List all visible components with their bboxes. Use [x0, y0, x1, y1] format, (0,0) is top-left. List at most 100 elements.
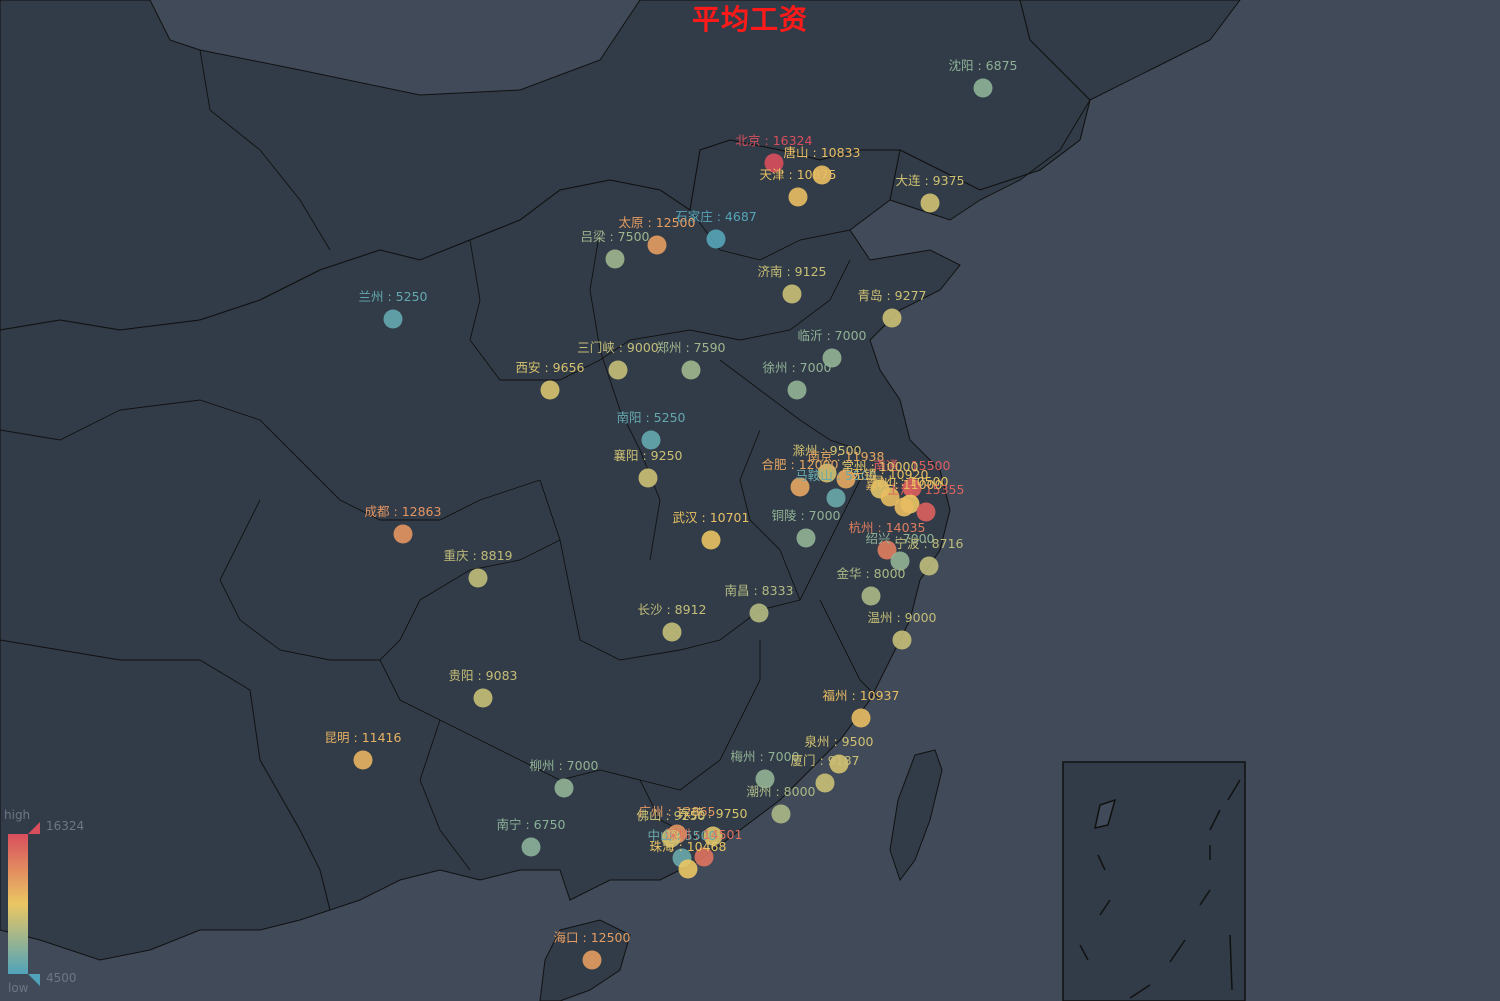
city-label-成都: 成都 : 12863 — [365, 504, 442, 519]
city-label-襄阳: 襄阳 : 9250 — [614, 448, 683, 463]
city-label-武汉: 武汉 : 10701 — [673, 510, 750, 525]
city-point-吕梁[interactable] — [605, 249, 625, 269]
south-sea-inset — [1062, 761, 1246, 1001]
city-label-深圳: 深圳 : 14501 — [666, 827, 743, 842]
city-point-襄阳[interactable] — [638, 468, 658, 488]
city-point-金华[interactable] — [861, 586, 881, 606]
city-label-三门峡: 三门峡 : 9000 — [577, 340, 659, 355]
city-label-贵阳: 贵阳 : 9083 — [449, 668, 518, 683]
city-point-南宁[interactable] — [521, 837, 541, 857]
city-label-马鞍山: 马鞍山 : 5500 — [795, 468, 877, 483]
city-label-大连: 大连 : 9375 — [896, 173, 965, 188]
city-point-石家庄[interactable] — [706, 229, 726, 249]
city-label-金华: 金华 : 8000 — [837, 566, 906, 581]
city-point-昆明[interactable] — [353, 750, 373, 770]
city-point-太原[interactable] — [647, 235, 667, 255]
city-label-杭州: 杭州 : 14035 — [849, 520, 926, 535]
city-label-泉州: 泉州 : 9500 — [805, 734, 874, 749]
city-point-大连[interactable] — [920, 193, 940, 213]
city-label-济南: 济南 : 9125 — [758, 264, 827, 279]
city-point-温州[interactable] — [892, 630, 912, 650]
city-point-宁波[interactable] — [919, 556, 939, 576]
city-label-柳州: 柳州 : 7000 — [530, 758, 599, 773]
city-point-滁州[interactable] — [817, 463, 837, 483]
city-label-西安: 西安 : 9656 — [516, 360, 585, 375]
city-point-兰州[interactable] — [383, 309, 403, 329]
city-point-长沙[interactable] — [662, 622, 682, 642]
city-point-柳州[interactable] — [554, 778, 574, 798]
city-label-福州: 福州 : 10937 — [823, 688, 900, 703]
city-point-绍兴[interactable] — [890, 551, 910, 571]
city-label-中山: 中山 : 5500 — [648, 828, 717, 843]
city-label-天津: 天津 : 10875 — [760, 167, 837, 182]
city-label-东莞: 东莞 : 9750 — [679, 806, 748, 821]
city-point-厦门[interactable] — [815, 773, 835, 793]
city-point-贵阳[interactable] — [473, 688, 493, 708]
city-point-珠海[interactable] — [678, 859, 698, 879]
city-point-北京[interactable] — [764, 153, 784, 173]
visual-map-max-value: 16324 — [46, 819, 85, 833]
chart-title: 平均工资 — [691, 3, 808, 36]
city-label-石家庄: 石家庄 : 4687 — [675, 209, 756, 224]
city-label-无锡: 无锡 : 10920 — [852, 467, 929, 482]
city-point-东莞[interactable] — [703, 826, 723, 846]
city-point-济南[interactable] — [782, 284, 802, 304]
city-point-泉州[interactable] — [829, 754, 849, 774]
city-point-杭州[interactable] — [877, 540, 897, 560]
city-point-梅州[interactable] — [755, 769, 775, 789]
city-point-沈阳[interactable] — [973, 78, 993, 98]
city-point-南京[interactable] — [836, 469, 856, 489]
city-label-重庆: 重庆 : 8819 — [444, 548, 513, 563]
city-point-无锡[interactable] — [880, 487, 900, 507]
city-label-珠海: 珠海 : 10468 — [650, 839, 727, 854]
city-point-上海[interactable] — [916, 502, 936, 522]
city-point-重庆[interactable] — [468, 568, 488, 588]
visual-map-bar — [8, 834, 28, 974]
city-point-徐州[interactable] — [787, 380, 807, 400]
city-point-嘉兴[interactable] — [894, 497, 914, 517]
city-point-成都[interactable] — [393, 524, 413, 544]
city-label-昆明: 昆明 : 11416 — [325, 730, 402, 745]
city-point-佛山[interactable] — [661, 828, 681, 848]
visual-map-legend[interactable]: high 16324 4500 low — [4, 808, 84, 998]
city-label-青岛: 青岛 : 9277 — [858, 288, 927, 303]
city-label-上海: 上海 : 15355 — [888, 482, 965, 497]
city-point-西安[interactable] — [540, 380, 560, 400]
city-label-长沙: 长沙 : 8912 — [638, 602, 707, 617]
city-point-三门峡[interactable] — [608, 360, 628, 380]
city-point-南昌[interactable] — [749, 603, 769, 623]
city-label-滁州: 滁州 : 9500 — [793, 443, 862, 458]
city-label-广州: 广州 : 12865 — [639, 804, 716, 819]
city-point-铜陵[interactable] — [796, 528, 816, 548]
city-point-深圳[interactable] — [694, 847, 714, 867]
city-point-福州[interactable] — [851, 708, 871, 728]
city-label-南京: 南京 : 11938 — [808, 449, 885, 464]
city-point-合肥[interactable] — [790, 477, 810, 497]
city-label-佛山: 佛山 : 9250 — [637, 808, 706, 823]
city-label-南昌: 南昌 : 8333 — [725, 583, 794, 598]
city-label-沈阳: 沈阳 : 6875 — [949, 58, 1018, 73]
city-label-南通: 南通 : 15500 — [874, 458, 951, 473]
city-point-临沂[interactable] — [822, 348, 842, 368]
city-point-海口[interactable] — [582, 950, 602, 970]
city-point-唐山[interactable] — [812, 165, 832, 185]
city-point-天津[interactable] — [788, 187, 808, 207]
city-point-马鞍山[interactable] — [826, 488, 846, 508]
city-label-梅州: 梅州 : 7000 — [731, 749, 800, 764]
city-label-太原: 太原 : 12500 — [619, 215, 696, 230]
city-label-厦门: 厦门 : 9187 — [791, 753, 860, 768]
city-point-南通[interactable] — [902, 478, 922, 498]
city-label-唐山: 唐山 : 10833 — [784, 145, 861, 160]
region-liaoning — [889, 99, 1091, 221]
city-label-铜陵: 铜陵 : 7000 — [772, 508, 841, 523]
city-point-郑州[interactable] — [681, 360, 701, 380]
city-point-潮州[interactable] — [771, 804, 791, 824]
city-label-绍兴: 绍兴 : 7000 — [866, 531, 935, 546]
city-point-南阳[interactable] — [641, 430, 661, 450]
city-point-青岛[interactable] — [882, 308, 902, 328]
city-label-南阳: 南阳 : 5250 — [617, 410, 686, 425]
city-point-武汉[interactable] — [701, 530, 721, 550]
